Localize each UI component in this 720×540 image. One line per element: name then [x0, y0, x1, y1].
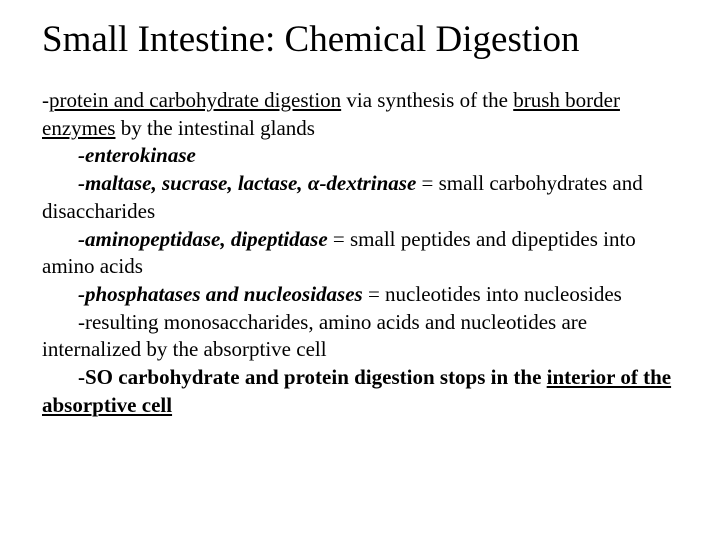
enzyme-item: -dextrinase	[319, 171, 416, 195]
text: via synthesis of the	[341, 88, 513, 112]
slide: Small Intestine: Chemical Digestion -pro…	[0, 0, 720, 420]
enzyme-item: -maltase, sucrase, lactase,	[78, 171, 308, 195]
enzyme-item: -aminopeptidase, dipeptidase	[78, 227, 328, 251]
text: = nucleotides into nucleosides	[368, 282, 622, 306]
enzyme-item: -phosphatases and nucleosidases	[78, 282, 368, 306]
text-underline: protein and carbohydrate digestion	[49, 88, 341, 112]
text: -resulting monosaccharides, amino acids …	[42, 310, 587, 362]
slide-title: Small Intestine: Chemical Digestion	[42, 18, 678, 61]
slide-body: -protein and carbohydrate digestion via …	[42, 87, 678, 420]
alpha-glyph: α	[308, 171, 320, 195]
text-bold: -SO carbohydrate and protein digestion s…	[78, 365, 547, 389]
text: -	[42, 88, 49, 112]
text: by the intestinal glands	[115, 116, 314, 140]
enzyme-item: -enterokinase	[78, 143, 196, 167]
